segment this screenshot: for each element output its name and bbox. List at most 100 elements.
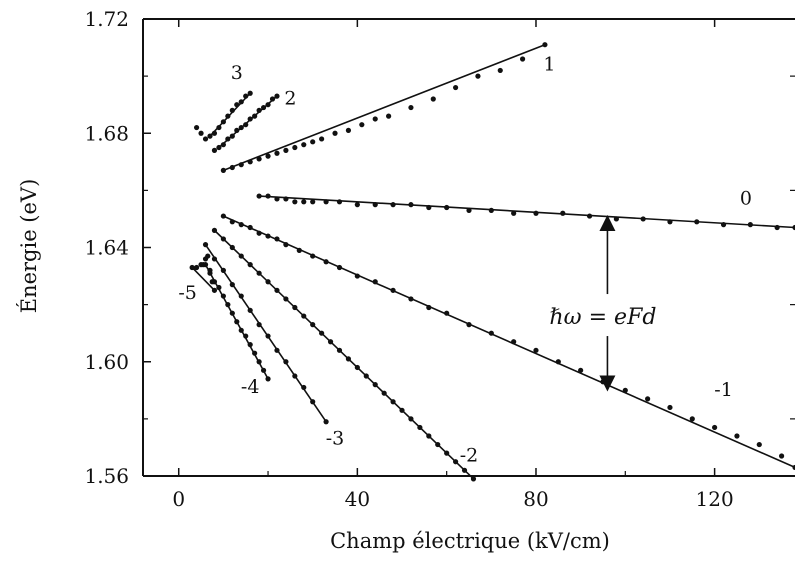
data-point-0 (774, 224, 780, 231)
data-point--1 (779, 453, 785, 459)
data-point--1 (511, 339, 517, 345)
data-point--2 (327, 339, 334, 345)
data-point-3 (198, 130, 204, 136)
data-point--1 (247, 224, 253, 231)
data-point-1 (359, 122, 365, 128)
data-point-1 (475, 73, 481, 79)
data-point--5 (189, 264, 195, 271)
data-point--2 (444, 450, 450, 456)
data-point--2 (417, 424, 423, 431)
y-tick-label: 1.72 (84, 7, 129, 31)
data-point-0 (694, 219, 700, 225)
data-point--1 (390, 287, 396, 293)
data-point--4 (234, 319, 240, 325)
data-point--4 (243, 333, 249, 339)
data-point-0 (265, 193, 271, 199)
data-point-2 (256, 107, 262, 113)
data-point-1 (256, 156, 262, 162)
data-point--2 (283, 296, 289, 302)
data-point--1 (336, 264, 343, 271)
series-label--1: -1 (714, 379, 733, 401)
data-point-1 (292, 144, 298, 151)
data-point--5 (211, 287, 218, 293)
data-point-1 (238, 162, 244, 168)
data-point--2 (426, 433, 432, 439)
data-point-0 (613, 216, 619, 222)
data-point-1 (497, 67, 503, 74)
data-point--1 (323, 259, 329, 265)
data-point-0 (511, 210, 517, 216)
data-point--2 (247, 262, 253, 268)
data-point--2 (390, 399, 396, 405)
data-point--5 (207, 267, 213, 273)
data-point--1 (238, 222, 244, 228)
data-point--4 (260, 367, 267, 373)
data-point-1 (274, 150, 280, 156)
data-point--2 (256, 270, 262, 276)
data-point--4 (220, 293, 226, 299)
data-point--1 (734, 433, 740, 439)
data-point-1 (310, 139, 316, 145)
data-point-1 (430, 96, 436, 102)
data-point-0 (256, 193, 262, 199)
data-point--1 (600, 379, 606, 385)
data-point--2 (435, 441, 441, 448)
data-point-2 (265, 102, 271, 108)
data-point-0 (408, 202, 414, 208)
data-point--4 (256, 359, 262, 365)
data-point-3 (238, 99, 244, 105)
x-tick-label: 40 (345, 487, 370, 511)
data-point-1 (372, 116, 378, 122)
data-point--1 (466, 322, 472, 328)
x-axis-title: Champ électrique (kV/cm) (330, 529, 610, 553)
data-point--3 (229, 282, 235, 288)
data-point--2 (301, 313, 307, 319)
data-point-2 (211, 147, 218, 153)
series-label-3: 3 (231, 62, 243, 84)
y-tick-label: 1.68 (84, 121, 129, 145)
data-point--1 (310, 253, 316, 259)
data-point--2 (372, 382, 378, 388)
data-point--2 (461, 467, 468, 473)
data-point-0 (533, 210, 539, 216)
data-point-0 (354, 202, 360, 208)
data-point-0 (792, 224, 795, 231)
series-label--2: -2 (460, 445, 479, 467)
data-point--4 (252, 350, 258, 356)
plot-frame (142, 18, 795, 477)
data-point--1 (229, 219, 235, 225)
data-point--2 (381, 390, 387, 396)
data-point--1 (712, 424, 718, 431)
data-point--2 (354, 364, 360, 371)
data-point-1 (386, 113, 392, 119)
data-point-0 (488, 207, 494, 213)
data-point--1 (265, 233, 271, 239)
data-point-1 (408, 104, 414, 111)
data-point-0 (444, 204, 450, 211)
data-point--1 (444, 310, 450, 316)
y-tick-label: 1.60 (84, 350, 129, 374)
data-point--4 (247, 342, 253, 348)
fit-line--1 (223, 215, 795, 469)
data-point--2 (310, 322, 316, 328)
y-tick-label: 1.56 (84, 464, 129, 488)
data-point-3 (243, 93, 249, 99)
data-point--3 (211, 256, 218, 262)
data-point--1 (756, 441, 762, 448)
data-point--3 (238, 293, 244, 299)
data-point--3 (247, 307, 253, 313)
y-tick-label: 1.64 (84, 236, 129, 260)
data-point--3 (301, 384, 307, 391)
fit-line--5 (191, 266, 216, 291)
data-point-3 (211, 130, 218, 136)
data-point-1 (319, 136, 325, 142)
data-point--3 (274, 347, 280, 353)
data-point--1 (622, 387, 628, 393)
data-point--3 (292, 373, 298, 379)
data-point--2 (363, 373, 369, 379)
data-point--4 (216, 284, 222, 291)
series-labels: 1 0 -1 -2 -3 -4 -5 2 3 (178, 53, 752, 466)
series-label-0: 0 (740, 188, 752, 210)
